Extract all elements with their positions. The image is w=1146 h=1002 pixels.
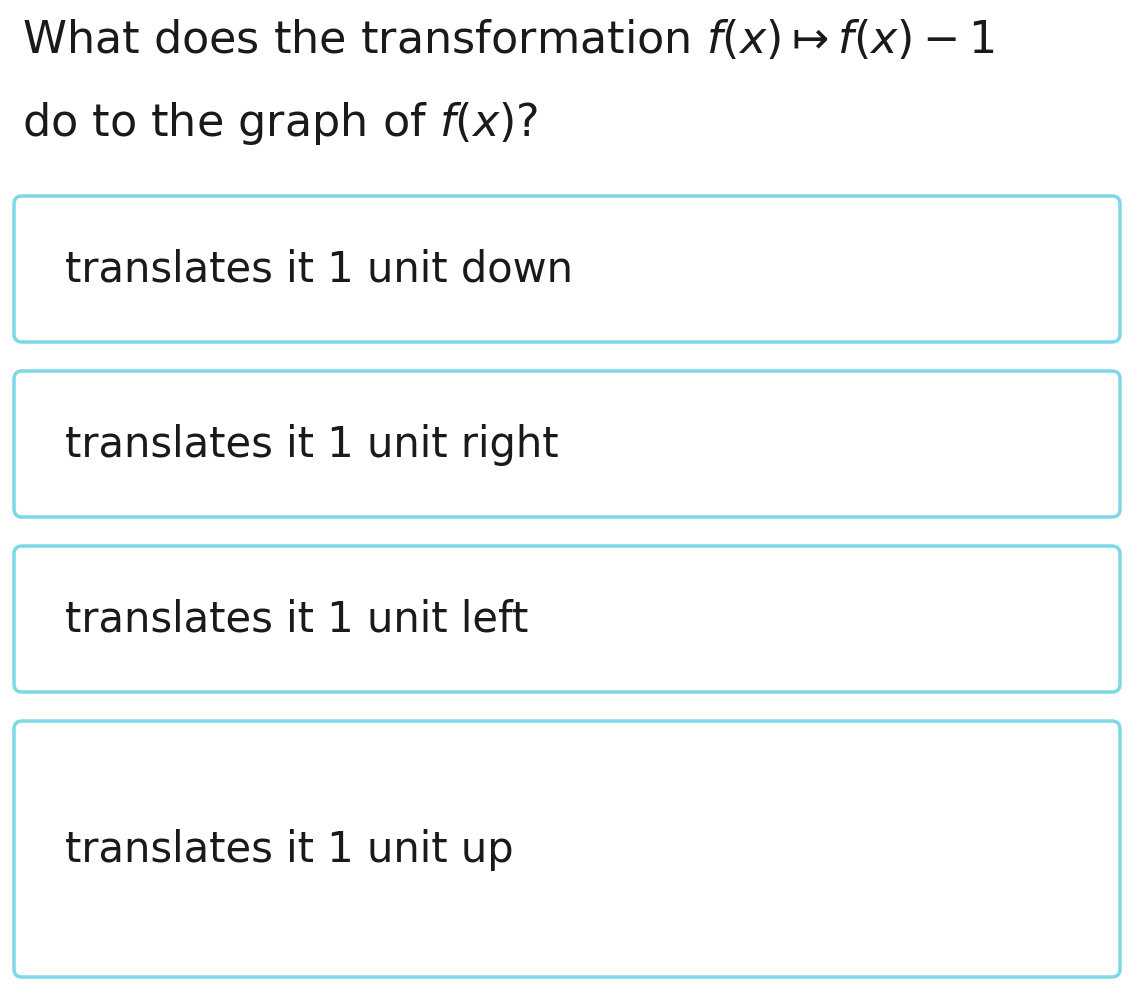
FancyBboxPatch shape (14, 721, 1120, 977)
FancyBboxPatch shape (14, 546, 1120, 692)
FancyBboxPatch shape (14, 372, 1120, 517)
FancyBboxPatch shape (14, 196, 1120, 343)
Text: What does the transformation $f(x) \mapsto f(x) - 1$: What does the transformation $f(x) \maps… (22, 18, 995, 62)
Text: translates it 1 unit left: translates it 1 unit left (65, 598, 528, 640)
Text: translates it 1 unit right: translates it 1 unit right (65, 424, 558, 466)
Text: translates it 1 unit down: translates it 1 unit down (65, 248, 573, 291)
Text: do to the graph of $f(x)$?: do to the graph of $f(x)$? (22, 100, 539, 147)
Text: translates it 1 unit up: translates it 1 unit up (65, 829, 513, 870)
